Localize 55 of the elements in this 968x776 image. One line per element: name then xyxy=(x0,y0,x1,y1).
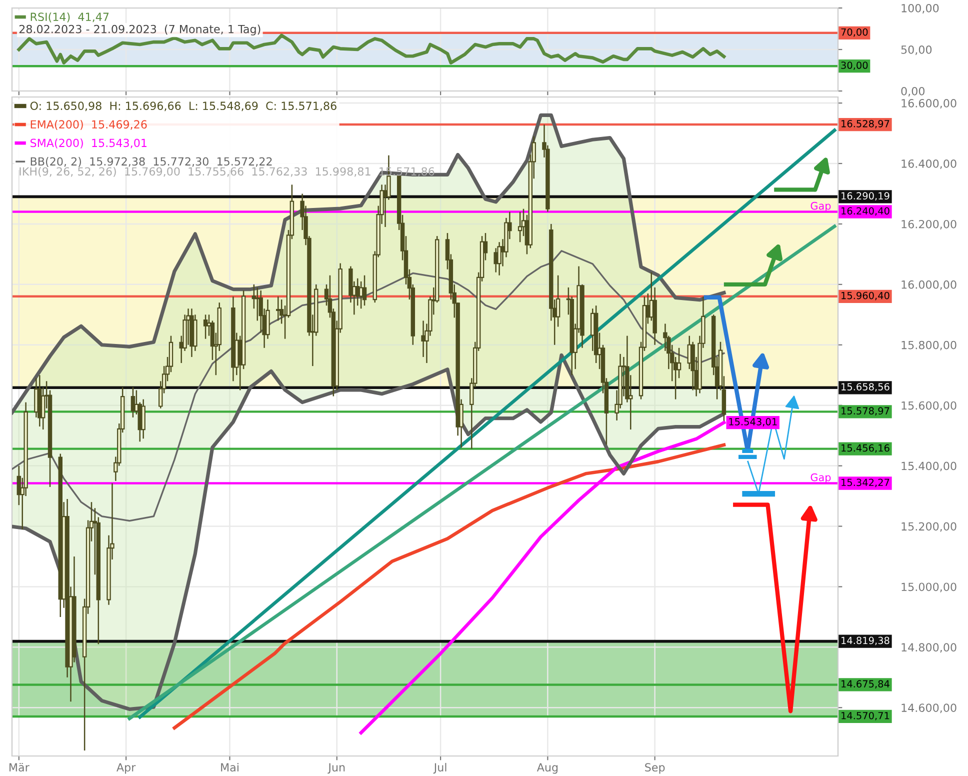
x-tick-label: Apr xyxy=(116,763,136,774)
annotation: Gap xyxy=(810,202,831,212)
y-tick-label: 15.000,00 xyxy=(902,582,956,592)
ref-line-label: 14.819,38 xyxy=(842,636,890,646)
y-tick-label: 16.000,00 xyxy=(902,280,956,290)
y-tick-label: 15.800,00 xyxy=(902,340,956,350)
candlestick xyxy=(518,211,522,243)
x-tick-label: Jun xyxy=(328,763,345,774)
ref-line-label: 16.240,40 xyxy=(842,207,890,216)
ref-line-label: 16.528,97 xyxy=(842,120,890,128)
legend-label: BB(20, 2) 15.972,38 15.772,30 15.572,22 xyxy=(30,157,272,167)
annotation: 28.02.2023 - 21.09.2023 (7 Monate, 1 Tag) xyxy=(19,24,260,36)
y-tick-label: 14.600,00 xyxy=(902,704,956,714)
ref-line-label: 14.570,71 xyxy=(842,712,890,720)
candlestick xyxy=(276,296,280,322)
legend-label: RSI(14) 41,47 xyxy=(30,12,109,22)
ref-line-label: 70,00 xyxy=(841,28,868,37)
x-tick-label: Mär xyxy=(10,762,30,772)
line-series xyxy=(17,34,726,64)
line-series xyxy=(12,113,726,414)
legend-label: O: 15.650,98 H: 15.696,66 L: 15.548,69 C: 15.571,86 xyxy=(30,102,336,112)
y-tick-label: 15.600,00 xyxy=(902,401,956,411)
y-tick-label: 14.800,00 xyxy=(902,643,956,653)
candlestick xyxy=(362,274,367,306)
candlestick xyxy=(676,347,682,379)
line-series xyxy=(12,250,725,522)
data-label: 15.543,01 xyxy=(729,418,777,426)
x-tick-label: Aug xyxy=(536,763,558,774)
y-tick-label: 15.400,00 xyxy=(902,462,956,472)
ref-line-label: 15.578,97 xyxy=(842,407,890,416)
y-tick-label: 16.200,00 xyxy=(902,220,956,230)
x-tick-label: Mai xyxy=(221,762,238,772)
candlestick xyxy=(141,398,146,440)
candlestick xyxy=(497,241,502,276)
legend-label: EMA(200) 15.469,26 xyxy=(30,120,147,130)
ref-line-label: 16.290,19 xyxy=(842,192,890,201)
ref-line-label: 14.675,84 xyxy=(842,680,890,689)
ref-line-label: 15.960,40 xyxy=(842,292,890,300)
y-tick-label: 16.400,00 xyxy=(902,159,956,170)
candlestick xyxy=(203,314,208,340)
y-tick-label: 100,00 xyxy=(902,4,939,14)
y-tick-label: 0,00 xyxy=(901,86,924,97)
y-tick-label: 16.600,00 xyxy=(902,99,956,109)
ref-line-label: 30,00 xyxy=(841,62,868,70)
x-tick-label: Jul xyxy=(433,762,446,774)
ref-line-label: 15.456,16 xyxy=(842,444,890,453)
ref-line-label: 15.658,56 xyxy=(842,383,890,392)
line-series xyxy=(172,443,726,730)
y-tick-label: 50,00 xyxy=(901,45,932,56)
x-tick-label: Sep xyxy=(645,763,665,774)
ref-line-label: 15.342,27 xyxy=(842,478,890,488)
legend-label: SMA(200) 15.543,01 xyxy=(30,138,146,148)
candlestick xyxy=(130,386,136,418)
y-tick-label: 15.200,00 xyxy=(902,522,956,532)
annotation: Gap xyxy=(810,473,831,484)
